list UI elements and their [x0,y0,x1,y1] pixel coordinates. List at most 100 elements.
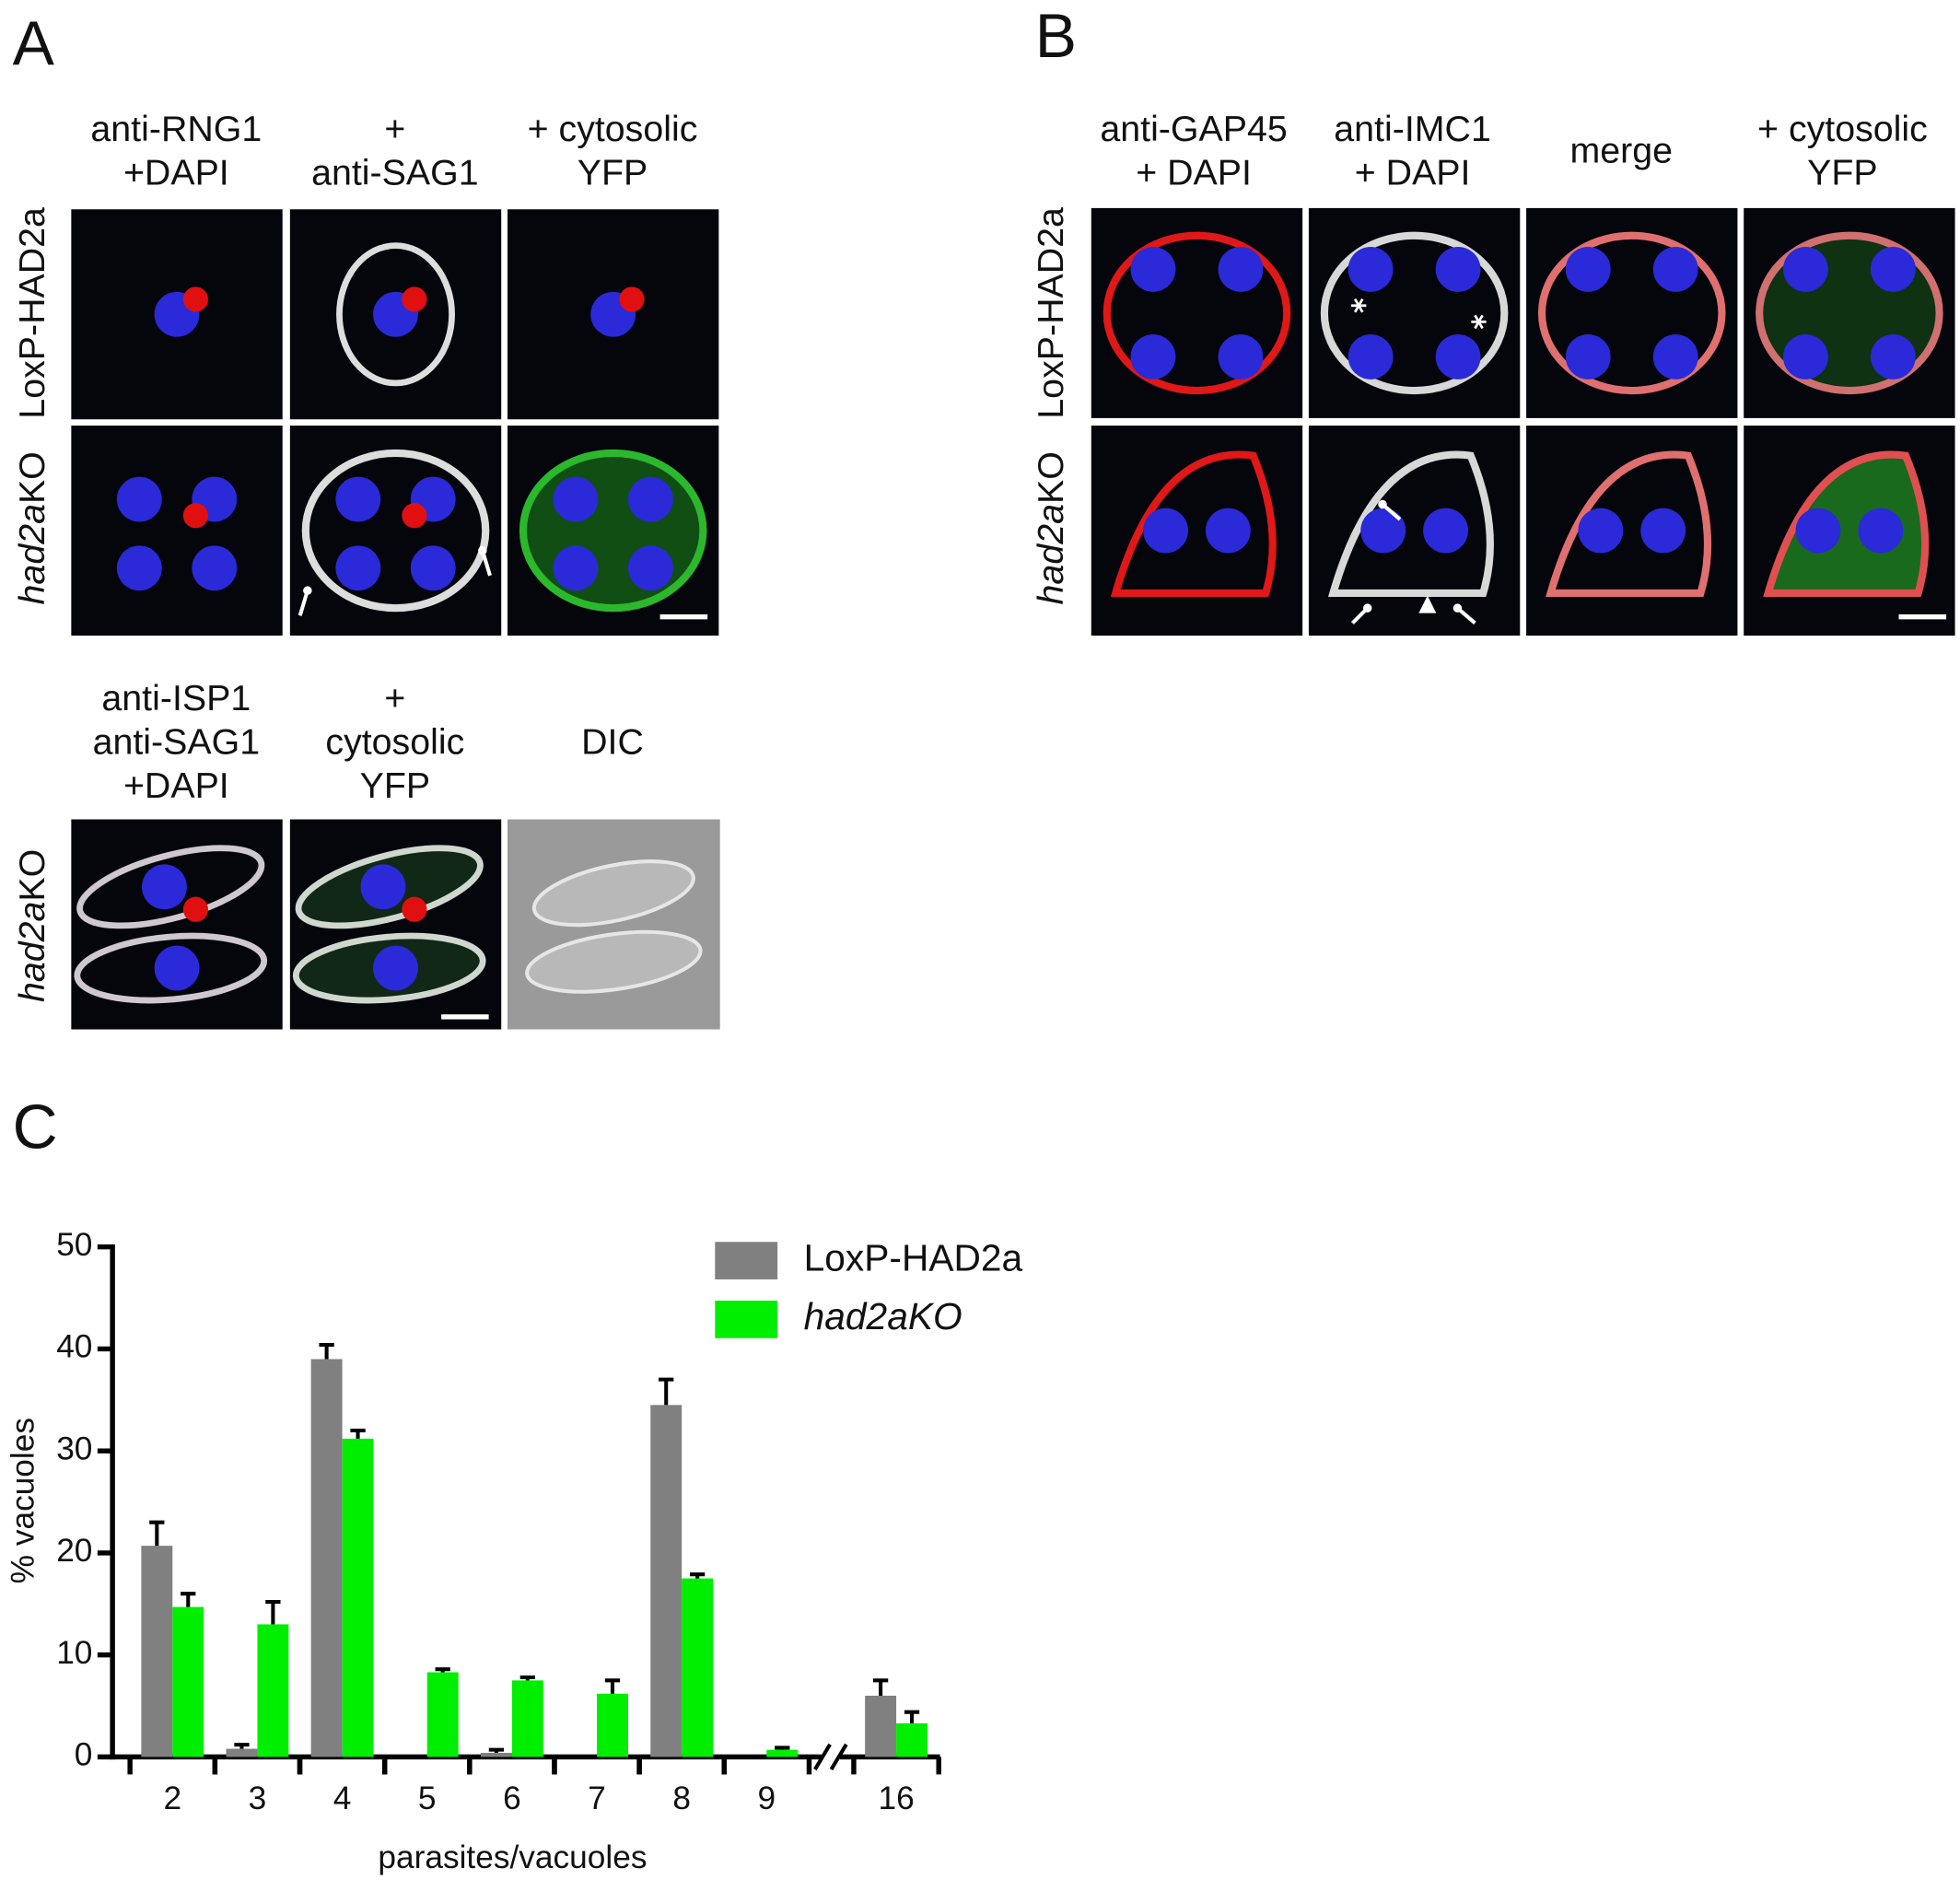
y-tick-label: 20 [56,1533,92,1569]
nucleus [553,476,599,522]
column-header: + [384,678,405,718]
column-header: anti-RNG1 [90,109,262,149]
x-tick-label: 8 [672,1781,691,1816]
column-header: YFP [360,765,431,806]
nucleus [410,545,456,591]
micrograph-bg [1308,207,1521,418]
bar [682,1578,714,1757]
panel-label: B [1035,2,1077,71]
cell [336,242,455,387]
nucleus [142,864,187,910]
cell [1546,450,1712,597]
column-header: + cytosolic [1757,109,1928,149]
cell [1320,231,1509,395]
marker [182,503,208,529]
micrograph [289,819,502,1030]
asterisk [1353,298,1364,313]
row-label-part: KO [1031,451,1071,504]
nucleus [116,476,162,522]
micrograph [1744,426,1955,636]
x-tick-label: 16 [878,1781,914,1816]
marker [182,286,208,312]
bar [141,1546,173,1757]
micrograph [1091,207,1303,418]
row-label: had2aKO [12,849,52,1002]
arrowhead [1362,603,1372,613]
legend-label: had2aKO [804,1295,962,1337]
micrograph [1308,207,1521,418]
cell [1763,450,1930,597]
row-label: LoxP-HAD2a [12,207,52,419]
y-tick-label: 30 [56,1430,92,1466]
micrograph-bg [1091,207,1303,418]
column-header: anti-ISP1 [101,678,251,718]
bar [480,1752,512,1757]
bar [511,1680,543,1757]
cell [519,449,707,613]
micrograph-bg [1091,426,1303,636]
nucleus [1348,246,1394,292]
nucleus [1870,246,1916,292]
nucleus [1565,333,1611,380]
arrowhead [1378,499,1387,509]
micrograph-bg [1526,426,1738,636]
cell [76,845,265,929]
nucleus [1782,246,1828,292]
column-header: cytosolic [325,721,464,762]
bar [426,1672,459,1757]
x-tick-label: 9 [758,1781,776,1816]
row-label: had2aKO [12,451,52,604]
column-header: +DAPI [123,152,229,193]
nucleus [116,545,162,591]
x-tick-label: 4 [333,1781,352,1816]
nucleus [1435,246,1481,292]
row-label-part: LoxP-HAD2a [12,207,52,419]
column-header: + DAPI [1355,152,1471,193]
nucleus [1143,508,1188,554]
cell [1537,231,1726,395]
nucleus [154,945,200,991]
bar [310,1359,343,1757]
nucleus [1565,246,1611,292]
nucleus [335,545,381,591]
legend-swatch [715,1242,778,1279]
nucleus [553,545,599,591]
nucleus [1218,333,1264,380]
nucleus [335,476,381,522]
column-header: + cytosolic [528,109,698,149]
nucleus [1782,333,1828,380]
axis-break [813,1743,832,1771]
nucleus [1130,333,1176,380]
y-tick-label: 40 [56,1329,92,1365]
micrograph [71,819,283,1030]
marker [619,286,645,312]
micrograph [71,209,283,420]
nucleus [1130,246,1176,292]
column-header: anti-IMC1 [1334,109,1491,149]
cell [1110,450,1277,597]
nucleus [1360,508,1406,554]
micrograph-bg [1526,207,1738,418]
cell [74,932,268,1004]
nucleus [1578,508,1624,554]
micrograph [1526,426,1738,636]
micrograph-bg [1744,207,1955,418]
nucleus [1348,333,1394,380]
micrograph [1308,426,1521,636]
row-label: LoxP-HAD2a [1031,207,1071,419]
y-tick-label: 50 [56,1227,92,1263]
asterisk [1474,314,1484,330]
bar [597,1693,628,1757]
arrowhead [478,546,487,555]
nucleus [1205,508,1251,554]
column-header: merge [1569,131,1673,171]
micrograph [289,426,502,636]
micrograph [508,819,720,1030]
row-label-part: KO [12,849,52,902]
column-header: anti-SAG1 [311,152,479,193]
row-label-part: had2a [12,504,52,604]
micrograph [1526,207,1738,418]
x-tick-label: 7 [588,1781,606,1816]
micrograph [289,209,502,420]
